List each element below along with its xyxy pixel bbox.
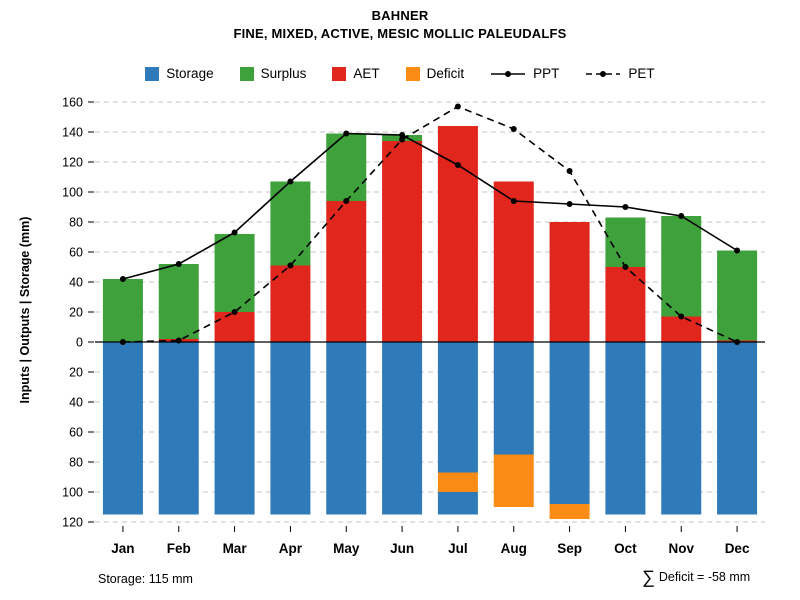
deficit-summary: ∑ Deficit = -58 mm — [642, 568, 750, 586]
legend-label-aet: AET — [353, 66, 380, 81]
legend-label-surplus: Surplus — [260, 66, 307, 81]
legend-item-storage: Storage — [145, 66, 214, 81]
svg-text:Nov: Nov — [668, 541, 694, 556]
svg-text:Dec: Dec — [725, 541, 750, 556]
svg-text:40: 40 — [69, 276, 83, 290]
surplus-swatch-icon — [239, 66, 254, 81]
legend-label-deficit: Deficit — [426, 66, 465, 81]
svg-text:60: 60 — [69, 246, 83, 260]
svg-text:160: 160 — [62, 96, 83, 110]
legend-item-ppt: PPT — [490, 66, 559, 81]
x-axis-labels: Jan Feb Mar Apr May Jun Jul Aug Sep Oct Nov Dec — [111, 526, 750, 556]
deficit-swatch-icon — [405, 66, 420, 81]
legend-label-pet: PET — [628, 66, 655, 81]
legend-item-aet: AET — [332, 66, 380, 81]
chart-legend: Storage Surplus AET Deficit PPT PET — [0, 66, 800, 81]
gridlines-and-yticks: 160 140 120 100 80 60 40 20 0 20 40 60 80 100 120 — [62, 96, 765, 530]
svg-text:0: 0 — [76, 336, 83, 350]
deficit-note: Deficit = -58 mm — [658, 570, 751, 584]
svg-text:20: 20 — [69, 366, 83, 380]
chart-subtitle: FINE, MIXED, ACTIVE, MESIC MOLLIC PALEUD… — [233, 26, 567, 41]
svg-text:20: 20 — [69, 306, 83, 320]
svg-text:100: 100 — [62, 486, 83, 500]
chart-title-block: BAHNER FINE, MIXED, ACTIVE, MESIC MOLLIC… — [0, 8, 800, 41]
legend-label-storage: Storage — [166, 66, 214, 81]
svg-text:Sep: Sep — [557, 541, 582, 556]
legend-item-pet: PET — [585, 66, 655, 81]
storage-swatch-icon — [145, 66, 160, 81]
svg-text:40: 40 — [69, 396, 83, 410]
svg-text:Mar: Mar — [223, 541, 248, 556]
svg-text:Feb: Feb — [167, 541, 191, 556]
svg-text:Jan: Jan — [111, 541, 134, 556]
svg-text:80: 80 — [69, 216, 83, 230]
svg-text:120: 120 — [62, 156, 83, 170]
sigma-icon: ∑ — [642, 567, 655, 587]
legend-item-deficit: Deficit — [405, 66, 465, 81]
svg-text:Aug: Aug — [501, 541, 527, 556]
svg-text:Jul: Jul — [448, 541, 468, 556]
solid-line-icon — [491, 70, 526, 77]
svg-text:Jun: Jun — [390, 541, 414, 556]
aet-swatch-icon — [332, 66, 347, 81]
svg-text:60: 60 — [69, 426, 83, 440]
svg-text:100: 100 — [62, 186, 83, 200]
svg-text:120: 120 — [62, 516, 83, 530]
storage-note: Storage: 115 mm — [98, 572, 193, 586]
dashed-line-icon — [586, 70, 621, 77]
plot-area: 160 140 120 100 80 60 40 20 0 20 40 60 80 100 120 Jan Fe… — [62, 96, 765, 556]
svg-text:Apr: Apr — [279, 541, 303, 556]
svg-text:Oct: Oct — [614, 541, 637, 556]
chart-title: BAHNER — [371, 8, 429, 23]
bars — [102, 126, 758, 519]
svg-text:80: 80 — [69, 456, 83, 470]
legend-label-ppt: PPT — [533, 66, 560, 81]
ppt-pet-lines — [119, 103, 741, 345]
svg-text:May: May — [333, 541, 360, 556]
svg-text:140: 140 — [62, 126, 83, 140]
legend-item-surplus: Surplus — [239, 66, 307, 81]
